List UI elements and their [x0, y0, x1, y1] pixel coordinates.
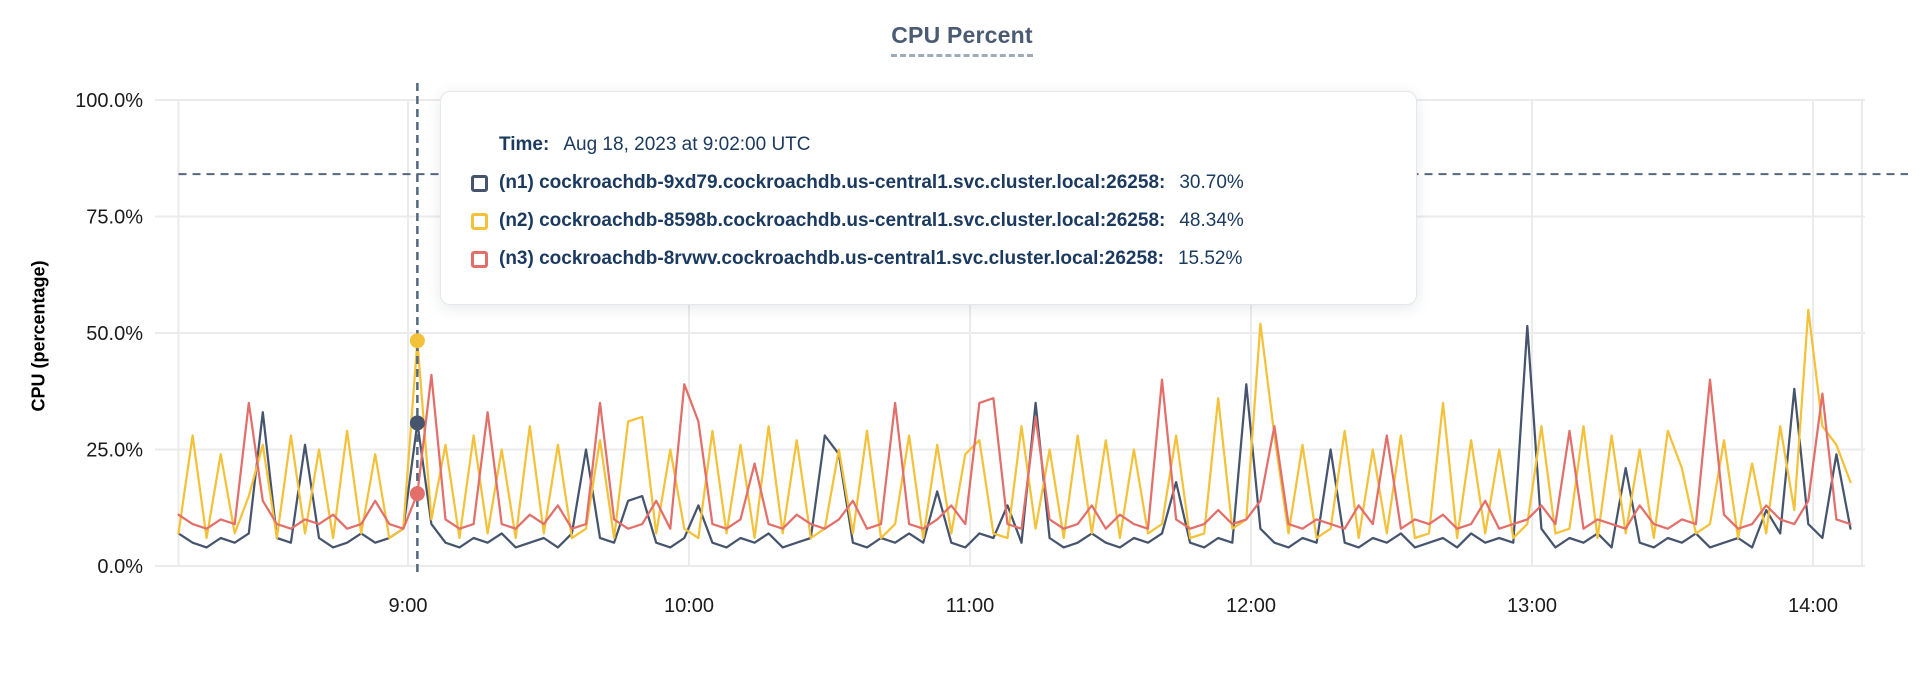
tooltip-series-name: (n2) cockroachdb-8598b.cockroachdb.us-ce… [499, 210, 1166, 231]
series-legend-square-icon-n1 [471, 174, 488, 192]
y-tick-label: 75.0% [86, 207, 143, 229]
series-line-n3[interactable] [177, 373, 1852, 530]
y-tick-label: 100.0% [75, 90, 143, 112]
y-tick-label: 50.0% [86, 323, 143, 345]
tooltip-series-value: 15.52% [1177, 248, 1243, 269]
x-tick-label: 14:00 [1788, 595, 1838, 617]
x-tick-label: 9:00 [389, 595, 428, 617]
tooltip-series-row-n2: (n2) cockroachdb-8598b.cockroachdb.us-ce… [471, 210, 1386, 232]
tooltip-series-value: 30.70% [1179, 172, 1244, 193]
tooltip-series-rows: (n1) cockroachdb-9xd79.cockroachdb.us-ce… [471, 172, 1386, 270]
x-tick-label: 10:00 [664, 595, 714, 617]
series-legend-square-icon-n3 [471, 250, 488, 268]
tooltip-time-label: Time: [499, 134, 550, 155]
chart-title-wrap: CPU Percent [0, 22, 1924, 57]
hover-point-n3 [409, 486, 425, 502]
tooltip-series-name: (n3) cockroachdb-8rvwv.cockroachdb.us-ce… [499, 248, 1164, 269]
hover-point-n2 [409, 333, 425, 349]
tooltip-series-name: (n1) cockroachdb-9xd79.cockroachdb.us-ce… [499, 172, 1166, 193]
series-line-n1[interactable] [177, 324, 1852, 549]
y-tick-label: 0.0% [97, 556, 143, 578]
x-tick-label: 13:00 [1507, 595, 1557, 617]
tooltip-series-row-n1: (n1) cockroachdb-9xd79.cockroachdb.us-ce… [471, 172, 1386, 194]
tooltip-time-value: Aug 18, 2023 at 9:02:00 UTC [563, 134, 811, 155]
tooltip-series-row-n3: (n3) cockroachdb-8rvwv.cockroachdb.us-ce… [471, 248, 1386, 270]
chart-title[interactable]: CPU Percent [891, 22, 1033, 57]
y-tick-label: 25.0% [86, 440, 143, 462]
series-line-n2[interactable] [177, 308, 1852, 540]
tooltip-time-row: Time: Aug 18, 2023 at 9:02:00 UTC [499, 134, 1386, 156]
x-tick-label: 12:00 [1226, 595, 1276, 617]
hover-tooltip: Time: Aug 18, 2023 at 9:02:00 UTC (n1) c… [440, 91, 1417, 305]
x-tick-label: 11:00 [946, 595, 995, 617]
hover-point-n1 [409, 415, 425, 431]
series-legend-square-icon-n2 [471, 212, 488, 230]
tooltip-series-value: 48.34% [1179, 210, 1244, 231]
